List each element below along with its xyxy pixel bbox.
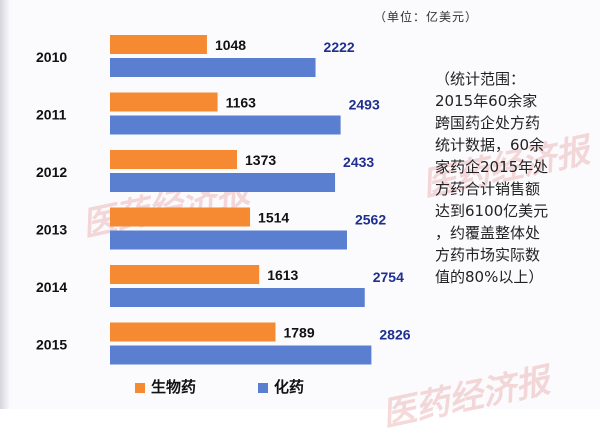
legend-item-chem: 化药 (258, 376, 304, 397)
category-label: 2011 (36, 107, 67, 123)
legend-swatch-chem (258, 382, 268, 393)
statistics-note-line: 跨国药企处方药 (435, 114, 541, 132)
bar-chem (110, 288, 365, 307)
data-label-bio: 1373 (245, 152, 276, 168)
bar-chem (110, 230, 347, 250)
data-label-chem: 2222 (324, 39, 355, 55)
bar-bio (110, 207, 251, 227)
statistics-note-line: 家药企2015年处 (435, 158, 549, 176)
category-label: 2014 (36, 279, 67, 295)
frame-shadow (0, 0, 10, 409)
bar-chem (110, 115, 341, 135)
data-label-bio: 1163 (226, 95, 257, 111)
data-label-chem: 2754 (373, 269, 404, 285)
bar-chem (110, 173, 336, 192)
statistics-note-line: （统计范围： (435, 70, 526, 88)
legend-label-chem: 化药 (274, 378, 305, 396)
statistics-note-line: 达到6100亿美元 (435, 202, 549, 220)
legend-item-bio: 生物药 (135, 376, 196, 397)
category-label: 2012 (36, 164, 67, 180)
category-label: 2015 (36, 337, 67, 353)
bar-chem (110, 58, 316, 77)
statistics-note-line: 2015年60余家 (435, 92, 538, 110)
bar-bio (110, 35, 207, 54)
statistics-note-line: 值的80%以上） (435, 268, 544, 286)
bar-chart: 2010 1048 2222 2011 1163 2493 2012 1373 2433 2013… (36, 35, 411, 365)
data-label-chem: 2562 (355, 212, 386, 228)
bar-chem (110, 345, 372, 365)
statistics-note-line: ，约覆盖整体处 (435, 224, 541, 242)
statistics-note-line: 统计数据，60余 (435, 136, 545, 154)
data-label-bio: 1613 (267, 267, 298, 283)
data-label-chem: 2493 (349, 97, 380, 113)
data-label-bio: 1789 (283, 325, 314, 341)
bar-bio (110, 150, 238, 169)
bar-bio (110, 322, 276, 342)
data-label-chem: 2433 (343, 154, 374, 170)
statistics-note-line: 方药合计销售额 (435, 180, 541, 198)
legend-swatch-bio (135, 382, 145, 393)
unit-note: （单位：亿美元） (374, 10, 479, 24)
legend-label-bio: 生物药 (151, 378, 197, 396)
category-label: 2010 (36, 49, 67, 65)
statistics-note-line: 方药市场实际数 (435, 246, 541, 264)
data-label-bio: 1048 (215, 37, 246, 53)
bar-bio (110, 92, 218, 112)
bar-bio (110, 265, 260, 284)
data-label-chem: 2826 (379, 327, 410, 343)
statistics-note: （统计范围： 2015年60余家 跨国药企处方药 统计数据，60余 家药企2015年处方… (435, 68, 595, 288)
category-label: 2013 (36, 222, 67, 238)
data-label-bio: 1514 (258, 210, 289, 226)
